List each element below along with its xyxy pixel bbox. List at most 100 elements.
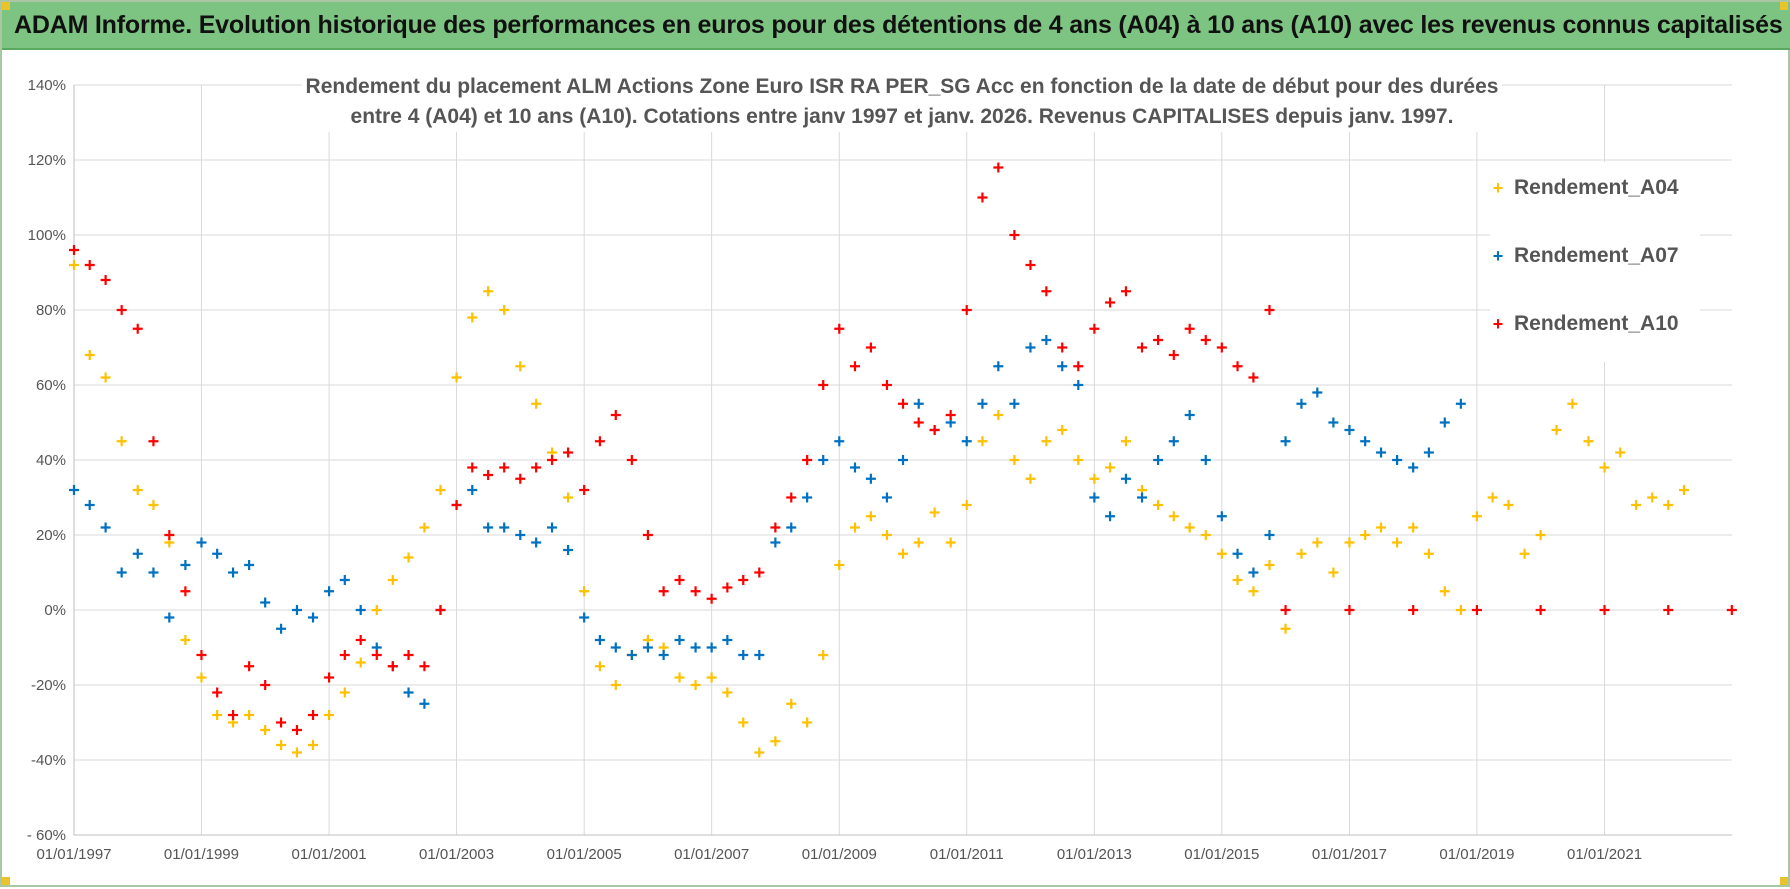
data-point-a04 [898, 548, 908, 559]
page-title: ADAM Informe. Evolution historique des p… [14, 10, 1783, 39]
data-point-a04 [1423, 548, 1434, 559]
data-point-a10 [563, 447, 574, 458]
data-point-a10 [961, 305, 972, 315]
data-point-a04 [1599, 462, 1610, 473]
data-point-a04 [881, 530, 892, 540]
data-point-a07 [1264, 530, 1275, 540]
data-point-a07 [1120, 473, 1131, 484]
data-point-a07 [84, 500, 95, 510]
data-point-a07 [467, 485, 478, 495]
y-tick-label: 20% [36, 527, 66, 544]
data-point-a04 [1551, 425, 1562, 435]
x-tick-label: 01/01/2013 [1057, 846, 1132, 863]
data-point-a04 [1503, 500, 1514, 510]
data-point-a07 [228, 567, 239, 578]
data-point-a07 [1009, 398, 1020, 409]
data-point-a04 [260, 725, 271, 735]
data-point-a10 [515, 473, 526, 484]
data-point-a10 [770, 522, 781, 533]
data-point-a07 [180, 560, 191, 570]
data-point-a04 [531, 398, 542, 409]
data-point-a04 [244, 710, 255, 720]
data-point-a10 [1105, 297, 1116, 308]
data-point-a07 [515, 530, 526, 540]
data-point-a04 [786, 698, 797, 709]
data-point-a07 [898, 455, 908, 465]
data-point-a10 [1089, 323, 1100, 334]
data-point-a10 [722, 582, 733, 593]
data-point-a07 [818, 455, 829, 465]
data-point-a07 [626, 650, 637, 660]
data-point-a10 [180, 586, 191, 597]
data-point-a07 [1408, 462, 1419, 473]
data-point-a04 [1647, 492, 1658, 503]
data-point-a10 [1120, 286, 1131, 297]
data-point-a04 [308, 740, 319, 750]
data-point-a04 [212, 710, 223, 720]
data-point-a07 [116, 567, 127, 578]
data-point-a07 [1296, 398, 1307, 409]
data-point-a04 [1296, 548, 1307, 559]
data-point-a07 [1137, 492, 1148, 503]
data-point-a04 [865, 511, 876, 522]
data-point-a10 [1073, 361, 1084, 372]
data-point-a10 [1248, 372, 1259, 383]
data-point-a07 [849, 462, 860, 473]
data-point-a10 [499, 462, 510, 473]
y-tick-label: 100% [28, 227, 66, 244]
data-point-a07 [1025, 342, 1036, 353]
data-point-a10 [387, 661, 398, 672]
corner-marker [2, 877, 10, 885]
data-point-a04 [467, 312, 478, 323]
data-point-a04 [1678, 485, 1689, 495]
data-point-a04 [1567, 398, 1578, 409]
legend: + Rendement_A04 + Rendement_A07 + Rendem… [1490, 162, 1700, 362]
data-point-a04 [1153, 500, 1164, 510]
legend-label-a10: Rendement_A10 [1514, 312, 1679, 335]
data-point-a07 [1105, 511, 1116, 522]
data-point-a04 [291, 747, 302, 758]
x-tick-label: 01/01/1997 [36, 846, 111, 863]
data-point-a10 [164, 530, 175, 540]
data-point-a10 [1200, 335, 1211, 345]
data-point-a07 [1073, 380, 1084, 390]
x-tick-label: 01/01/2005 [547, 846, 622, 863]
data-point-a04 [499, 305, 510, 315]
data-point-a04 [84, 350, 95, 360]
data-point-a07 [1376, 447, 1387, 458]
data-point-a07 [722, 635, 733, 645]
data-point-a10 [291, 725, 302, 735]
data-point-a04 [722, 687, 733, 698]
data-point-a10 [451, 500, 462, 510]
data-point-a10 [818, 380, 829, 390]
data-point-a04 [1057, 425, 1068, 435]
corner-marker [2, 2, 10, 10]
data-point-a04 [738, 717, 749, 728]
x-tick-label: 01/01/2003 [419, 846, 494, 863]
legend-item-a04: + Rendement_A04 [1490, 176, 1679, 200]
data-point-a04 [451, 372, 462, 383]
data-point-a04 [1089, 473, 1100, 484]
y-tick-label: -40% [31, 752, 66, 769]
data-point-a04 [1232, 575, 1243, 585]
data-point-a07 [610, 642, 621, 653]
data-point-a07 [961, 436, 972, 447]
data-point-a10 [260, 680, 271, 690]
data-point-a04 [1408, 522, 1419, 533]
data-point-a04 [977, 436, 988, 447]
data-point-a04 [802, 717, 813, 728]
data-point-a07 [291, 605, 302, 615]
data-point-a07 [1455, 398, 1466, 409]
y-tick-label: 140% [28, 77, 66, 94]
data-point-a04 [324, 710, 335, 720]
x-tick-label: 01/01/2007 [674, 846, 749, 863]
data-point-a10 [1264, 305, 1275, 315]
data-point-a07 [244, 560, 255, 570]
x-tick-label: 01/01/2019 [1439, 846, 1514, 863]
data-point-a07 [802, 492, 813, 503]
x-tick-label: 01/01/2001 [292, 846, 367, 863]
data-point-a07 [1041, 335, 1052, 345]
data-point-a04 [1073, 455, 1084, 465]
data-point-a10 [834, 323, 845, 334]
